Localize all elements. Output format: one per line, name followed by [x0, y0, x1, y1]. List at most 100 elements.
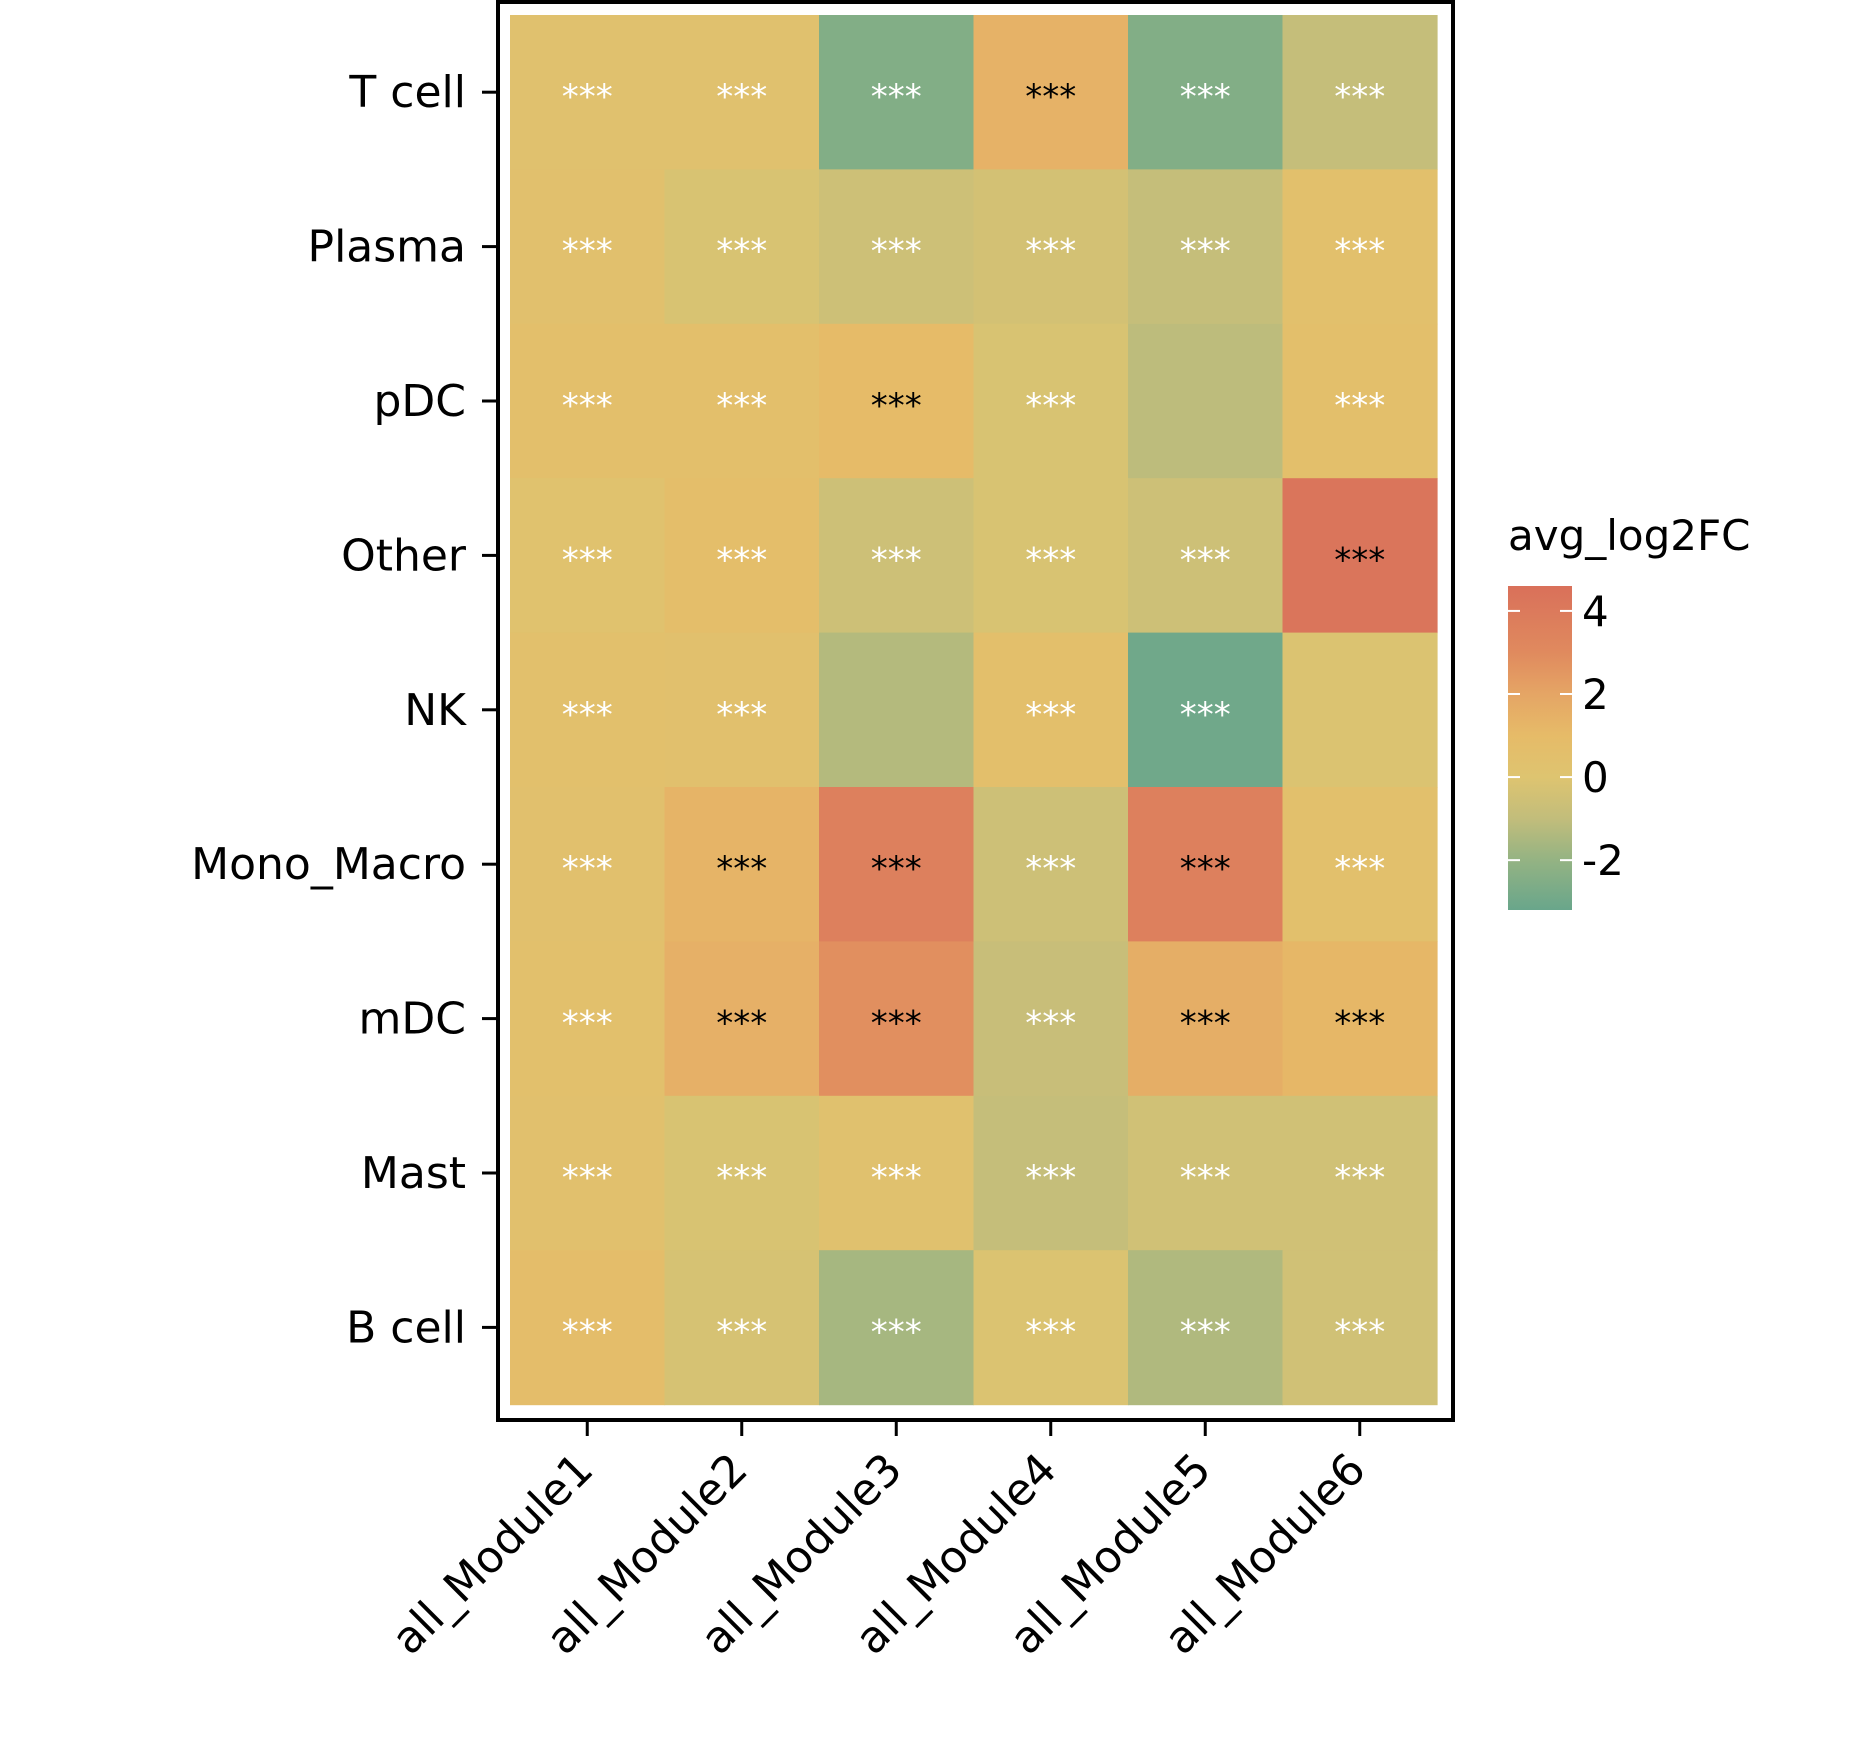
heatmap-cell: [819, 323, 975, 479]
heatmap-cell: [510, 787, 666, 942]
significance-label: ***: [1334, 77, 1385, 117]
significance-label: ***: [562, 232, 613, 272]
significance-labels: *** *** *** *** *** *** *** *** *** *** *** *** *** *…: [562, 77, 1386, 1352]
significance-label: ***: [871, 77, 922, 117]
significance-label: ***: [871, 1312, 922, 1352]
colorbar-ticks: 4 2 0 -2: [1508, 587, 1624, 885]
heatmap-cell: [1128, 632, 1284, 788]
heatmap-cell: [973, 787, 1129, 942]
significance-label: ***: [871, 540, 922, 580]
heatmap-cell: [1128, 169, 1284, 325]
heatmap-cell: [973, 941, 1129, 1097]
heatmap-cell: [664, 787, 820, 942]
heatmap-cell: [1282, 1095, 1438, 1251]
significance-label: ***: [871, 386, 922, 426]
heatmap-cell: [510, 478, 666, 634]
heatmap-cell: [510, 1095, 666, 1251]
significance-label: ***: [1180, 232, 1231, 272]
significance-label: ***: [871, 1158, 922, 1198]
significance-label: ***: [1180, 1158, 1231, 1198]
heatmap-cell: [973, 15, 1129, 170]
heatmap-cell: [819, 478, 975, 634]
colorbar-tick-label: 4: [1582, 587, 1609, 636]
heatmap-cell: [664, 478, 820, 634]
significance-label: ***: [1180, 849, 1231, 889]
significance-label: ***: [1334, 1312, 1385, 1352]
heatmap-cell: [664, 323, 820, 479]
heatmap-cells: [510, 15, 1438, 1406]
heatmap-cell: [1128, 1250, 1284, 1406]
heatmap-cell: [1128, 15, 1284, 170]
heatmap-cell: [1282, 323, 1438, 479]
plot-panel-border: [496, 0, 1455, 1422]
heatmap-cell: [819, 1250, 975, 1406]
heatmap-cell: [1282, 787, 1438, 942]
heatmap-cell: [510, 632, 666, 788]
heatmap-cell: [819, 787, 975, 942]
significance-label: ***: [871, 849, 922, 889]
heatmap-cell: [1128, 478, 1284, 634]
heatmap-cell: [1282, 478, 1438, 634]
heatmap-cell: [973, 1250, 1129, 1406]
heatmap-cell: [1128, 1095, 1284, 1251]
heatmap-cell: [819, 169, 975, 325]
heatmap-cell: [973, 169, 1129, 325]
significance-label: ***: [1334, 1158, 1385, 1198]
heatmap-cell: [664, 941, 820, 1097]
heatmap-cell: [1282, 169, 1438, 325]
heatmap-cell: [1128, 941, 1284, 1097]
heatmap-cell: [819, 15, 975, 170]
y-tick-label: NK: [404, 685, 467, 736]
heatmap-cell: [510, 941, 666, 1097]
significance-label: ***: [716, 386, 767, 426]
heatmap-cell: [1282, 632, 1438, 788]
y-tick-label: Mast: [361, 1148, 466, 1199]
significance-label: ***: [562, 695, 613, 735]
significance-label: ***: [716, 540, 767, 580]
heatmap-cell: [1282, 15, 1438, 170]
significance-label: ***: [1025, 386, 1076, 426]
significance-label: ***: [871, 1004, 922, 1044]
significance-label: ***: [1025, 1312, 1076, 1352]
heatmap-cell: [664, 169, 820, 325]
y-tick-label: pDC: [373, 376, 466, 427]
y-axis: T cell Plasma pDC Other NK Mono_Macro mDC Mast B…: [191, 67, 496, 1353]
significance-label: ***: [1334, 849, 1385, 889]
heatmap-cell: [664, 1095, 820, 1251]
heatmap-cell: [973, 1095, 1129, 1251]
significance-label: ***: [1180, 77, 1231, 117]
colorbar-tick-label: -2: [1582, 836, 1624, 885]
significance-label: ***: [1334, 386, 1385, 426]
heatmap-cell: [819, 1095, 975, 1251]
heatmap-cell: [973, 478, 1129, 634]
significance-label: ***: [562, 77, 613, 117]
y-tick-label: Mono_Macro: [191, 839, 466, 890]
heatmap-cell: [973, 323, 1129, 479]
colorbar-gradient: [1508, 586, 1572, 910]
significance-label: ***: [871, 232, 922, 272]
significance-label: ***: [716, 1004, 767, 1044]
significance-label: ***: [1180, 540, 1231, 580]
y-tick-label: Other: [341, 530, 467, 581]
heatmap-cell: [510, 1250, 666, 1406]
significance-label: ***: [716, 77, 767, 117]
significance-label: ***: [1180, 1004, 1231, 1044]
colorbar-title: avg_log2FC: [1508, 511, 1750, 560]
significance-label: ***: [1025, 695, 1076, 735]
y-tick-label: Plasma: [308, 222, 466, 273]
colorbar-tick-label: 2: [1582, 670, 1609, 719]
heatmap-cell: [664, 1250, 820, 1406]
heatmap-cell: [1128, 787, 1284, 942]
significance-label: ***: [1334, 1004, 1385, 1044]
heatmap-cell: [973, 632, 1129, 788]
colorbar-tick-label: 0: [1582, 753, 1609, 802]
heatmap-cell: [1128, 323, 1284, 479]
significance-label: ***: [1025, 1004, 1076, 1044]
significance-label: ***: [716, 695, 767, 735]
y-tick-label: mDC: [359, 994, 466, 1045]
significance-label: ***: [716, 1312, 767, 1352]
heatmap-cell: [819, 632, 975, 788]
colorbar-legend: avg_log2FC 4 2 0 -2: [1508, 511, 1750, 910]
